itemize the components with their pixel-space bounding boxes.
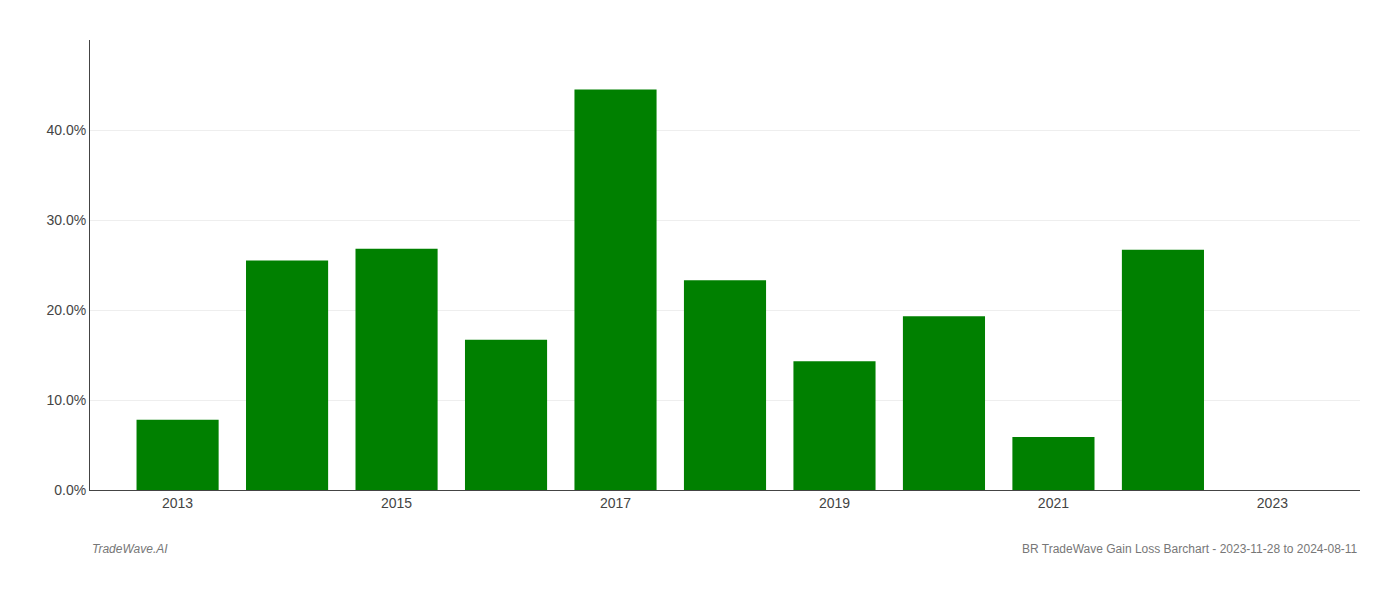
svg-text:2023: 2023 [1257,495,1288,511]
svg-text:BR TradeWave Gain Loss Barchar: BR TradeWave Gain Loss Barchart - 2023-1… [1022,542,1358,556]
svg-text:20.0%: 20.0% [46,302,86,318]
svg-text:2015: 2015 [381,495,412,511]
svg-text:0.0%: 0.0% [54,482,86,498]
svg-text:30.0%: 30.0% [46,212,86,228]
svg-text:10.0%: 10.0% [46,392,86,408]
svg-text:2017: 2017 [600,495,631,511]
svg-text:2013: 2013 [162,495,193,511]
svg-text:TradeWave.AI: TradeWave.AI [92,542,168,556]
svg-text:2021: 2021 [1038,495,1069,511]
svg-text:2019: 2019 [819,495,850,511]
svg-text:40.0%: 40.0% [46,122,86,138]
